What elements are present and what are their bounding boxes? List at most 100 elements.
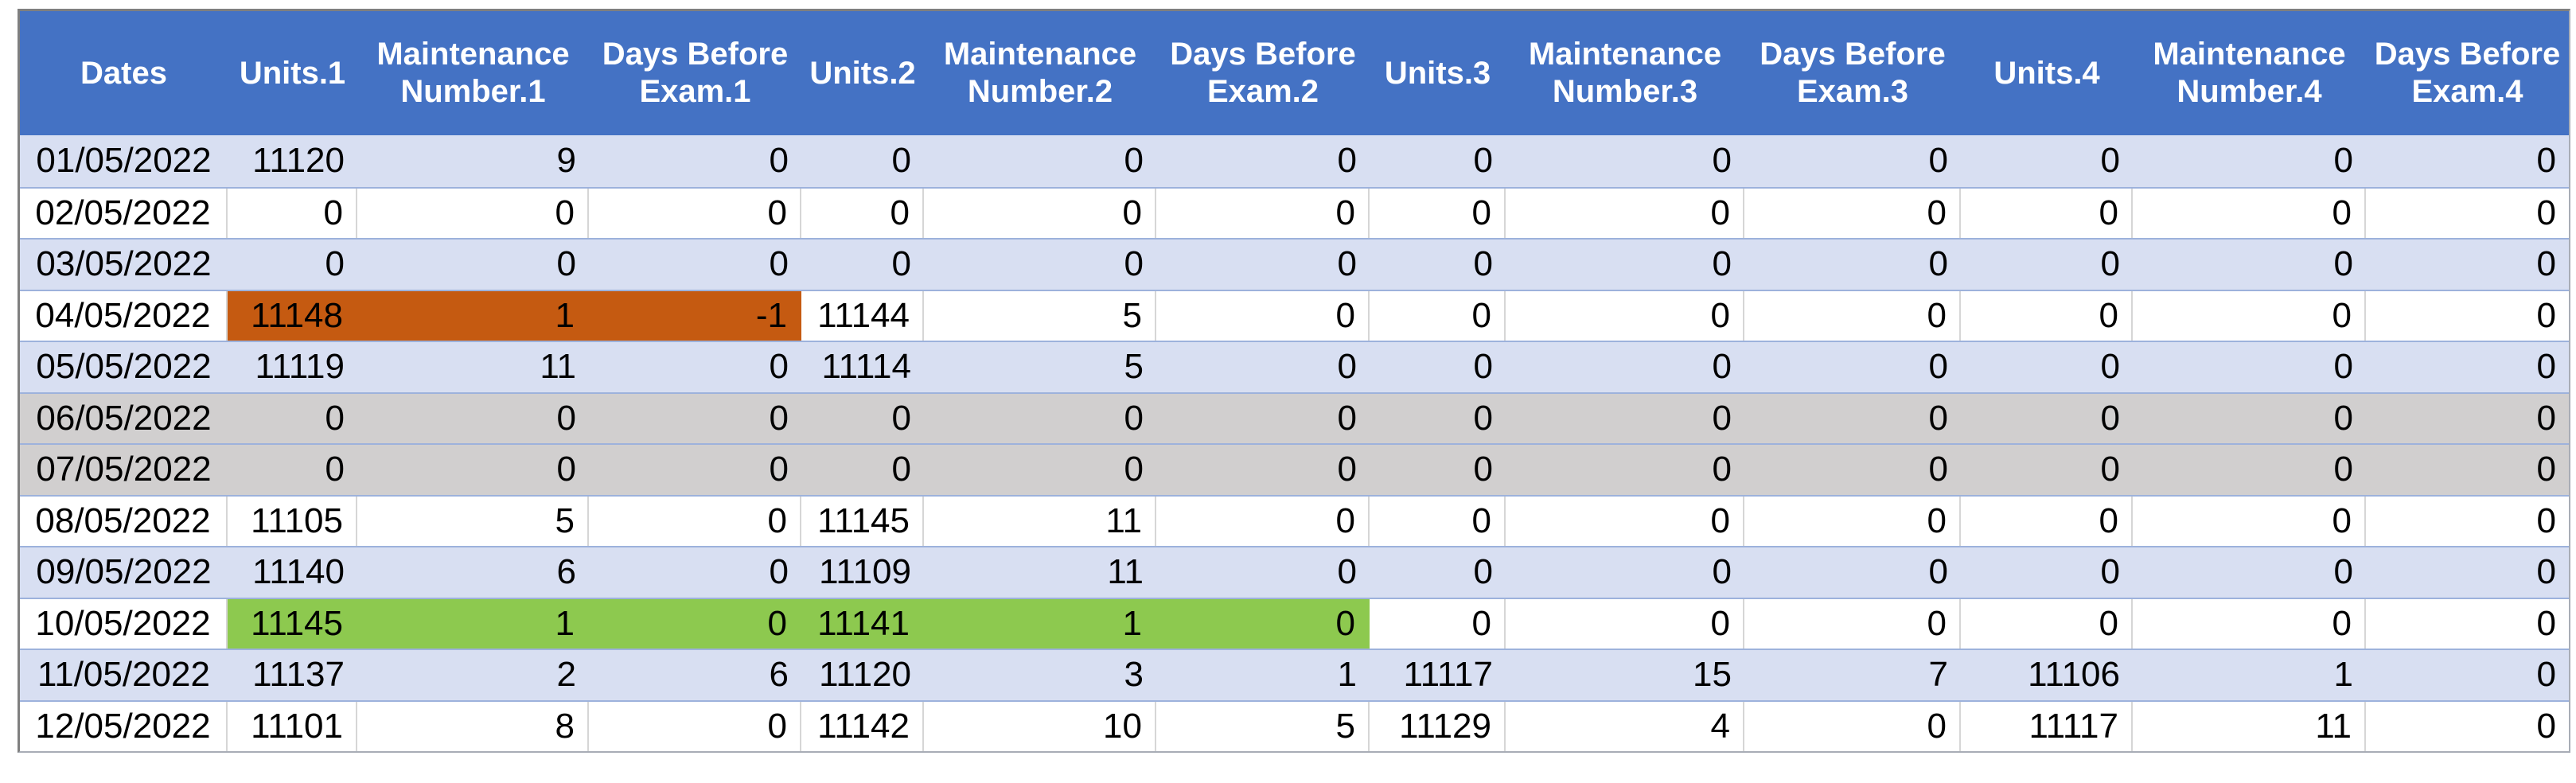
value-cell[interactable]: 0 [1337, 450, 1357, 489]
value-cell[interactable]: 0 [1337, 244, 1357, 284]
value-cell[interactable]: 0 [769, 244, 789, 284]
value-cell[interactable]: 0 [1712, 347, 1732, 387]
value-cell[interactable]: 0 [556, 450, 576, 489]
value-cell[interactable]: 0 [2536, 552, 2556, 592]
value-cell[interactable]: 0 [2100, 552, 2120, 592]
value-cell[interactable]: 0 [2333, 141, 2353, 181]
value-cell[interactable]: 0 [1124, 244, 1144, 284]
value-cell[interactable]: 0 [589, 188, 801, 238]
value-cell[interactable]: 0 [1506, 598, 1744, 649]
value-cell[interactable]: 0 [1473, 141, 1493, 181]
value-cell[interactable]: 3 [1124, 655, 1144, 695]
value-cell[interactable]: 11145 [801, 496, 924, 546]
date-cell[interactable]: 07/05/2022 [36, 450, 212, 489]
date-cell[interactable]: 01/05/2022 [36, 141, 212, 181]
value-cell[interactable]: 0 [2536, 450, 2556, 489]
header-cell-units-3[interactable]: Units.3 [1384, 55, 1491, 91]
value-cell[interactable]: 0 [1928, 141, 1948, 181]
value-cell[interactable]: 6 [769, 655, 789, 695]
value-cell[interactable]: 0 [1506, 188, 1744, 238]
value-cell[interactable]: 0 [1473, 552, 1493, 592]
value-cell[interactable]: 0 [1961, 290, 2133, 341]
value-cell[interactable]: 0 [1712, 141, 1732, 181]
value-cell[interactable]: 0 [1928, 398, 1948, 438]
value-cell[interactable]: 5 [924, 290, 1156, 341]
value-cell[interactable]: 11 [1107, 552, 1144, 592]
value-cell[interactable]: 0 [1156, 188, 1370, 238]
value-cell[interactable]: 0 [2133, 598, 2366, 649]
value-cell[interactable]: 0 [1156, 290, 1370, 341]
value-cell[interactable]: 0 [769, 347, 789, 387]
value-cell[interactable]: 0 [2536, 655, 2556, 695]
value-cell[interactable]: 0 [891, 450, 911, 489]
value-cell[interactable]: 0 [1124, 450, 1144, 489]
date-cell[interactable]: 11/05/2022 [37, 655, 210, 695]
value-cell[interactable]: 0 [1744, 188, 1961, 238]
value-cell[interactable]: 0 [801, 188, 924, 238]
value-cell[interactable]: 0 [2536, 603, 2556, 643]
date-cell[interactable]: 12/05/2022 [20, 701, 228, 751]
value-cell[interactable]: 0 [2100, 347, 2120, 387]
value-cell[interactable]: 0 [1928, 450, 1948, 489]
date-cell[interactable]: 04/05/2022 [20, 290, 228, 341]
value-cell[interactable]: 11129 [1370, 701, 1506, 751]
value-cell[interactable]: 0 [1337, 347, 1357, 387]
value-cell[interactable]: 0 [769, 552, 789, 592]
value-cell[interactable]: 0 [2100, 450, 2120, 489]
value-cell[interactable]: 11117 [1961, 701, 2133, 751]
value-cell[interactable]: 0 [2536, 347, 2556, 387]
value-cell[interactable]: 7 [1928, 655, 1948, 695]
value-cell[interactable]: 0 [589, 598, 801, 649]
value-cell[interactable]: 11142 [801, 701, 924, 751]
value-cell[interactable]: 11140 [252, 552, 345, 592]
header-cell-days-before-exam-4[interactable]: Days Before Exam.4 [2374, 37, 2561, 109]
header-cell-units-1[interactable]: Units.1 [239, 55, 346, 91]
date-cell[interactable]: 05/05/2022 [36, 347, 212, 387]
value-cell[interactable]: 0 [1961, 598, 2133, 649]
value-cell[interactable]: 0 [1712, 552, 1732, 592]
value-cell[interactable]: 0 [1156, 598, 1370, 649]
value-cell[interactable]: 0 [325, 398, 345, 438]
value-cell[interactable]: 0 [2133, 496, 2366, 546]
value-cell[interactable]: 6 [556, 552, 576, 592]
value-cell[interactable]: 0 [769, 398, 789, 438]
value-cell[interactable]: 0 [1928, 244, 1948, 284]
value-cell[interactable]: 0 [769, 141, 789, 181]
header-cell-maintenance-number-3[interactable]: Maintenance Number.3 [1528, 37, 1722, 109]
value-cell[interactable]: 0 [589, 496, 801, 546]
value-cell[interactable]: 11120 [819, 655, 911, 695]
value-cell[interactable]: 15 [1693, 655, 1732, 695]
value-cell[interactable]: 11120 [252, 141, 345, 181]
value-cell[interactable]: 11137 [252, 655, 345, 695]
value-cell[interactable]: 0 [2333, 450, 2353, 489]
date-cell[interactable]: 08/05/2022 [20, 496, 228, 546]
value-cell[interactable]: 0 [769, 450, 789, 489]
value-cell[interactable]: 0 [891, 398, 911, 438]
value-cell[interactable]: 0 [1744, 598, 1961, 649]
header-cell-units-4[interactable]: Units.4 [1993, 55, 2100, 91]
value-cell[interactable]: 11106 [2028, 655, 2120, 695]
value-cell[interactable]: 0 [228, 188, 357, 238]
value-cell[interactable]: 0 [325, 450, 345, 489]
date-cell[interactable]: 06/05/2022 [36, 398, 212, 438]
value-cell[interactable]: 11141 [801, 598, 924, 649]
value-cell[interactable]: 0 [2333, 398, 2353, 438]
value-cell[interactable]: 0 [1370, 188, 1506, 238]
value-cell[interactable]: 0 [1961, 188, 2133, 238]
value-cell[interactable]: 0 [2333, 244, 2353, 284]
value-cell[interactable]: 0 [1928, 552, 1948, 592]
value-cell[interactable]: 11105 [228, 496, 357, 546]
header-cell-units-2[interactable]: Units.2 [809, 55, 916, 91]
header-cell-maintenance-number-1[interactable]: Maintenance Number.1 [376, 37, 570, 109]
value-cell[interactable]: 0 [1473, 347, 1493, 387]
value-cell[interactable]: 11 [540, 347, 576, 387]
value-cell[interactable]: 0 [2536, 244, 2556, 284]
value-cell[interactable]: 5 [357, 496, 589, 546]
value-cell[interactable]: 0 [556, 398, 576, 438]
value-cell[interactable]: 1 [924, 598, 1156, 649]
value-cell[interactable]: 0 [1337, 141, 1357, 181]
value-cell[interactable]: 8 [357, 701, 589, 751]
value-cell[interactable]: 0 [2133, 290, 2366, 341]
header-cell-dates[interactable]: Dates [80, 55, 167, 91]
value-cell[interactable]: 0 [1506, 496, 1744, 546]
